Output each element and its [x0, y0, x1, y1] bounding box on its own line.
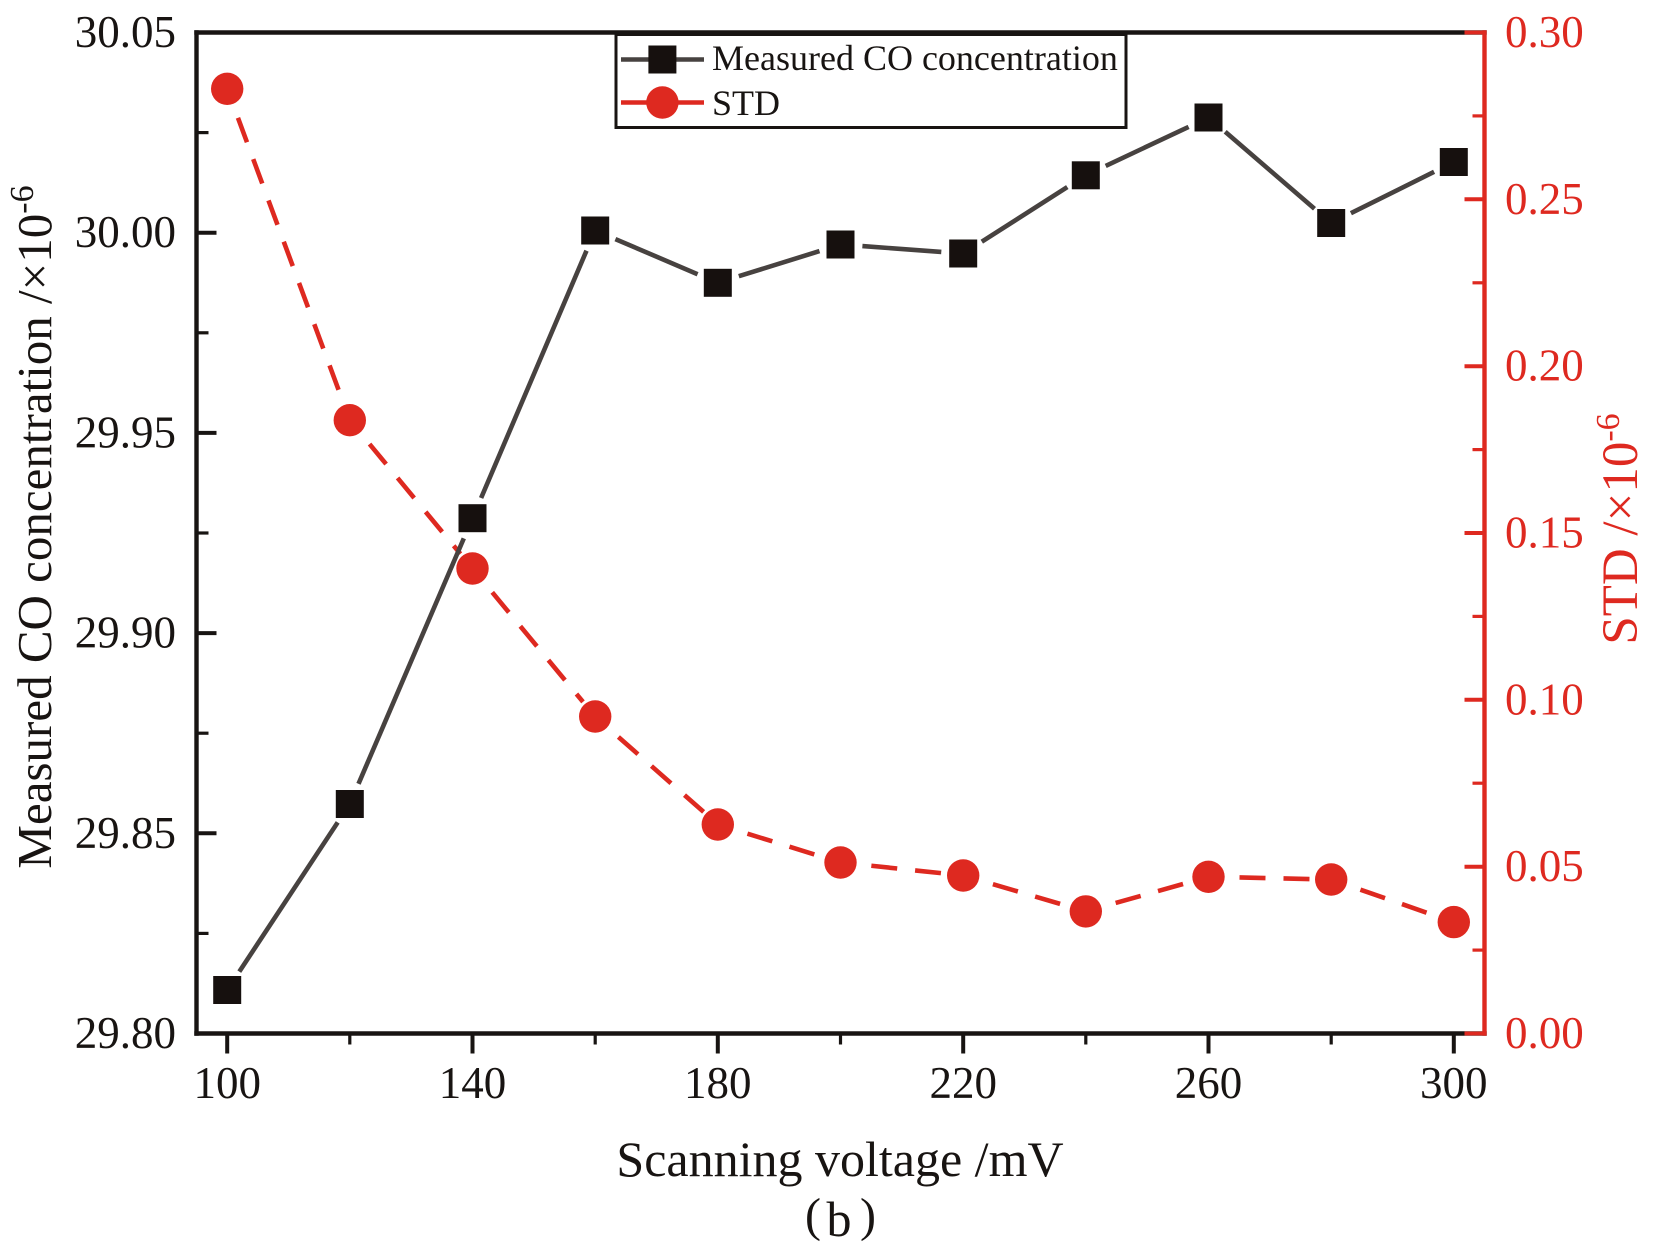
svg-text:0.25: 0.25 [1505, 174, 1584, 224]
svg-text:180: 180 [684, 1058, 752, 1108]
svg-text:b: b [827, 1191, 852, 1247]
svg-text:0.30: 0.30 [1505, 7, 1584, 57]
svg-text:0.00: 0.00 [1505, 1008, 1584, 1058]
svg-text:0.15: 0.15 [1505, 508, 1584, 558]
svg-text:220: 220 [929, 1058, 997, 1108]
svg-text:0.10: 0.10 [1505, 674, 1584, 724]
svg-text:Scanning voltage /mV: Scanning voltage /mV [616, 1131, 1063, 1187]
svg-text:(: ( [805, 1189, 821, 1242]
svg-text:300: 300 [1420, 1058, 1488, 1108]
svg-text:30.00: 30.00 [75, 207, 176, 257]
svg-text:STD: STD [712, 83, 780, 123]
svg-text:29.85: 29.85 [75, 808, 176, 858]
svg-text:Measured CO concentration: Measured CO concentration [712, 38, 1118, 78]
svg-text:29.95: 29.95 [75, 407, 176, 457]
svg-text:): ) [860, 1189, 876, 1242]
svg-text:30.05: 30.05 [75, 7, 176, 57]
svg-text:260: 260 [1175, 1058, 1243, 1108]
svg-text:0.20: 0.20 [1505, 341, 1584, 391]
svg-text:STD /×10-6: STD /×10-6 [1590, 413, 1649, 644]
svg-text:Measured CO concentration /×10: Measured CO concentration /×10-6 [4, 185, 62, 868]
svg-text:100: 100 [193, 1058, 261, 1108]
svg-text:140: 140 [439, 1058, 507, 1108]
svg-text:29.90: 29.90 [75, 608, 176, 658]
svg-text:29.80: 29.80 [75, 1008, 176, 1058]
svg-text:0.05: 0.05 [1505, 841, 1584, 891]
